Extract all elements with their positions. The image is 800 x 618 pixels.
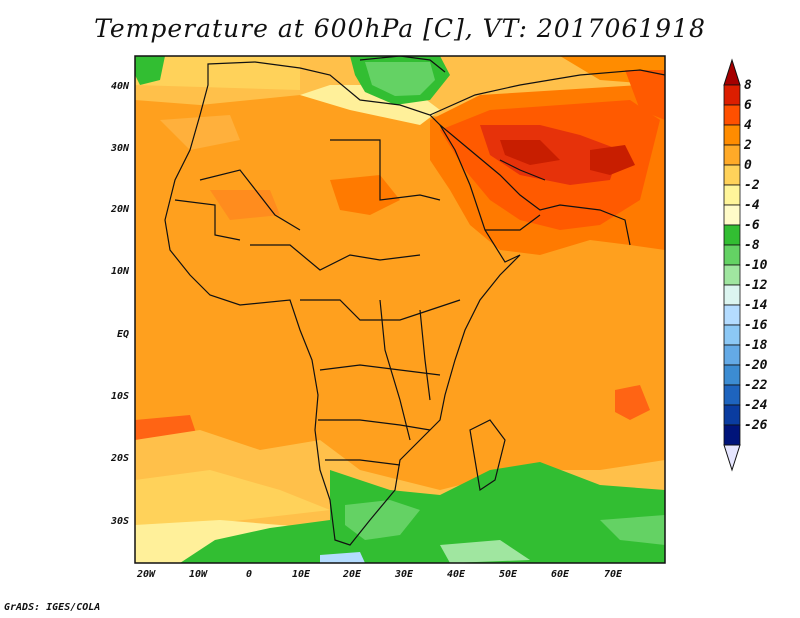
lon-label-40e: 40E [447,569,466,580]
lat-label-10n: 10N [111,266,130,277]
lon-label-10e: 10E [292,569,311,580]
colorbar-band [723,144,741,166]
colorbar-label: -18 [744,338,768,353]
lon-label-0: 0 [246,569,252,580]
country-borders [164,56,665,546]
colorbar: 8 6 4 2 0 -2 -4 -6 -8 -10 -12 -14 -16 -18 -20 -22 -24 -26 [723,58,768,472]
colorbar-band [723,104,741,126]
colorbar-band [723,404,741,426]
colorbar-band [723,344,741,366]
colorbar-label: -8 [744,238,760,253]
colorbar-label: 2 [743,138,752,153]
lat-label-20n: 20N [110,204,130,215]
lon-label-20e: 20E [342,569,362,580]
colorbar-band [723,84,741,106]
colorbar-band [723,224,741,246]
colorbar-label: 4 [744,118,752,133]
colorbar-bottom-arrow [723,444,741,472]
colorbar-band [723,304,741,326]
colorbar-band [723,244,741,266]
colorbar-label: -22 [744,378,768,393]
colorbar-label: 0 [744,158,752,173]
longitude-axis: 20W 10W 0 10E 20E 30E 40E 50E 60E 70E [136,569,623,580]
colorbar-label: 8 [744,78,752,93]
colorbar-label: -12 [744,278,768,293]
colorbar-label: -4 [744,198,760,213]
colorbar-band [723,204,741,226]
colorbar-label: -2 [744,178,760,193]
lat-label-20s: 20S [110,453,129,464]
colorbar-band [723,164,741,186]
colorbar-label: -20 [744,358,768,373]
colorbar-label: -6 [744,218,760,233]
colorbar-label: -14 [744,298,768,313]
colorbar-band [723,384,741,406]
colorbar-band [723,324,741,346]
temperature-field [135,56,665,563]
lat-label-eq: EQ [117,329,129,340]
grads-credit: GrADS: IGES/COLA [4,602,101,613]
lat-label-40n: 40N [111,81,130,92]
latitude-axis: 40N 30N 20N 10N EQ 10S 20S 30S [110,81,130,527]
colorbar-label: -26 [744,418,768,433]
colorbar-top-arrow [723,58,741,86]
colorbar-band [723,264,741,286]
lon-label-70e: 70E [604,569,623,580]
colorbar-band [723,424,741,446]
lon-label-50e: 50E [499,569,518,580]
lon-label-10w: 10W [189,569,208,580]
colorbar-label: -24 [744,398,768,413]
colorbar-label: -10 [744,258,768,273]
lat-label-30n: 30N [110,143,130,154]
colorbar-band [723,124,741,146]
colorbar-label: -16 [744,318,768,333]
lon-label-60e: 60E [551,569,570,580]
lon-label-20w: 20W [136,569,156,580]
colorbar-label: 6 [744,98,752,113]
lat-label-10s: 10S [111,391,129,402]
map-title: Temperature at 600hPa [C], VT: 201706191… [94,14,706,43]
colorbar-band [723,284,741,306]
colorbar-band [723,184,741,206]
lat-label-30s: 30S [110,516,129,527]
colorbar-band [723,364,741,386]
map-frame [134,55,666,564]
lon-label-30e: 30E [394,569,414,580]
